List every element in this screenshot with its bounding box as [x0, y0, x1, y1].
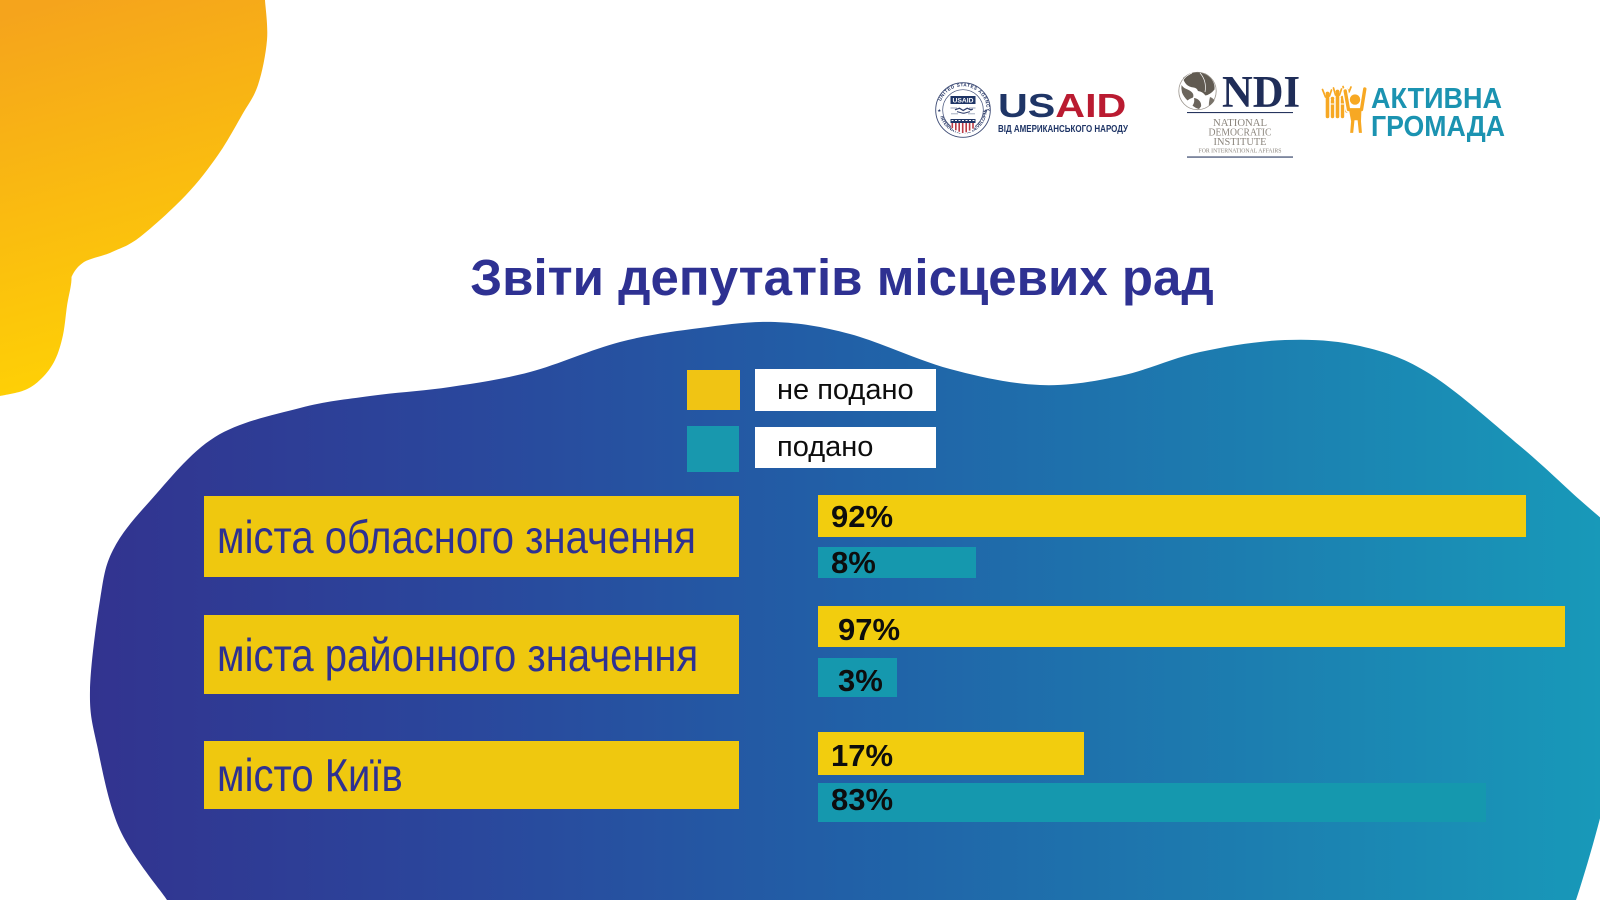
svg-text:NDI: NDI	[1222, 67, 1300, 117]
svg-text:DEMOCRATIC: DEMOCRATIC	[1209, 128, 1272, 139]
svg-text:FOR INTERNATIONAL AFFAIRS: FOR INTERNATIONAL AFFAIRS	[1199, 148, 1282, 155]
svg-text:USAID: USAID	[953, 98, 974, 105]
svg-text:INSTITUTE: INSTITUTE	[1214, 137, 1267, 148]
svg-text:ГРОМАДА: ГРОМАДА	[1371, 111, 1505, 142]
svg-text:ВІД АМЕРИКАНСЬКОГО НАРОДУ: ВІД АМЕРИКАНСЬКОГО НАРОДУ	[998, 124, 1129, 135]
svg-text:USAID: USAID	[998, 87, 1126, 124]
svg-text:★: ★	[984, 108, 989, 113]
svg-text:★: ★	[937, 108, 942, 113]
svg-text:АКТИВНА: АКТИВНА	[1371, 83, 1502, 115]
svg-text:NATIONAL: NATIONAL	[1213, 118, 1267, 129]
